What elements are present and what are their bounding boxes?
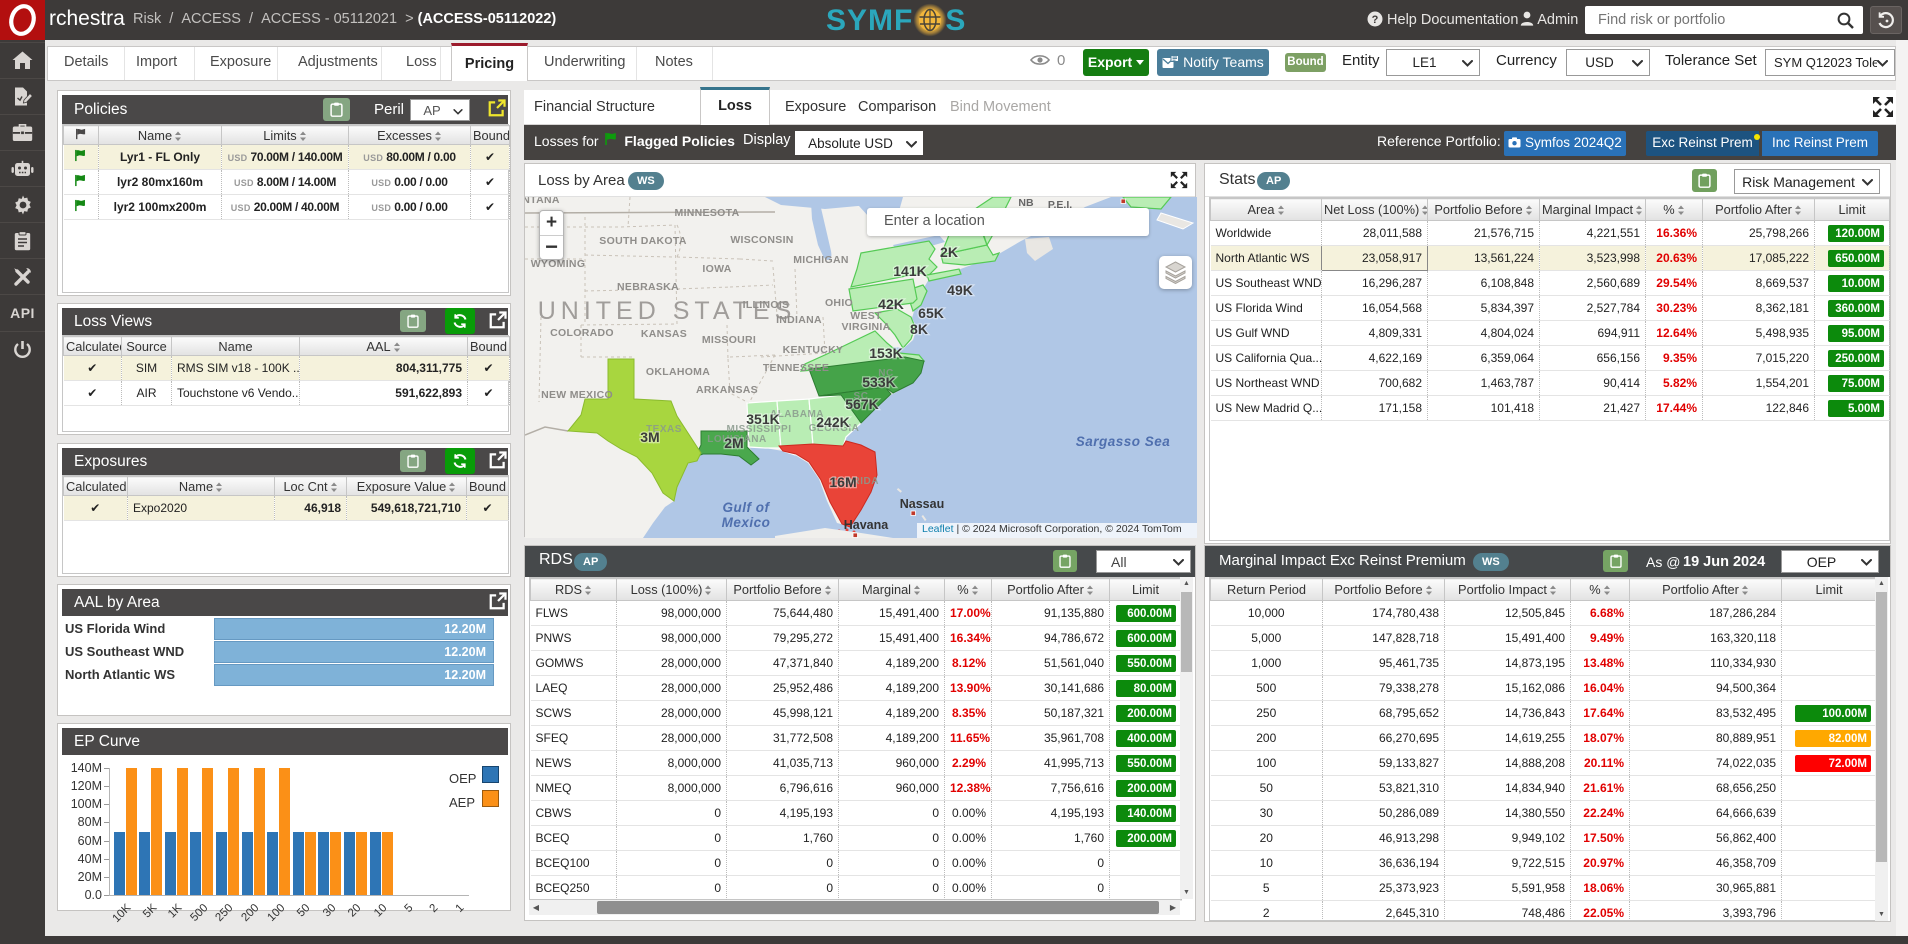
- svg-text:351K: 351K: [746, 411, 779, 427]
- svg-text:NTANA: NTANA: [525, 197, 560, 206]
- svg-text:Gulf of: Gulf of: [723, 500, 771, 515]
- svg-text:IOWA: IOWA: [702, 263, 731, 275]
- svg-text:WISCONSIN: WISCONSIN: [730, 234, 793, 246]
- svg-text:WEST: WEST: [850, 310, 882, 322]
- svg-text:567K: 567K: [845, 396, 878, 412]
- svg-text:NB: NB: [1018, 197, 1034, 209]
- svg-text:153K: 153K: [869, 345, 902, 361]
- svg-text:533K: 533K: [862, 374, 895, 390]
- svg-text:ILLINOIS: ILLINOIS: [743, 299, 790, 311]
- svg-text:GEORGIA: GEORGIA: [809, 423, 860, 434]
- svg-text:COLORADO: COLORADO: [550, 327, 614, 339]
- svg-text:VIRGINIA: VIRGINIA: [841, 321, 890, 333]
- svg-text:MINNESOTA: MINNESOTA: [675, 207, 740, 219]
- svg-text:LOUISIANA: LOUISIANA: [707, 434, 767, 445]
- svg-text:Nassau: Nassau: [900, 497, 944, 511]
- svg-text:TENNESSEE: TENNESSEE: [763, 362, 829, 374]
- svg-text:FLORIDA: FLORIDA: [831, 476, 879, 487]
- svg-text:KANSAS: KANSAS: [641, 328, 687, 340]
- svg-text:SC: SC: [854, 391, 869, 402]
- svg-text:NEBRASKA: NEBRASKA: [617, 281, 679, 293]
- svg-text:242K: 242K: [816, 414, 849, 430]
- svg-text:2K: 2K: [940, 244, 958, 260]
- svg-text:OHIO: OHIO: [825, 297, 853, 309]
- svg-text:Mexico: Mexico: [722, 515, 771, 530]
- svg-text:16M: 16M: [829, 474, 856, 490]
- svg-text:MICHIGAN: MICHIGAN: [793, 254, 848, 266]
- svg-text:ARKANSAS: ARKANSAS: [696, 384, 758, 396]
- svg-text:ALABAMA: ALABAMA: [770, 409, 824, 420]
- svg-text:Sargasso Sea: Sargasso Sea: [1076, 434, 1171, 449]
- svg-text:65K: 65K: [918, 305, 944, 321]
- svg-text:2M: 2M: [724, 435, 743, 451]
- svg-text:WYOMING: WYOMING: [531, 258, 586, 270]
- svg-text:8K: 8K: [910, 321, 928, 337]
- svg-text:NEW MEXICO: NEW MEXICO: [541, 389, 613, 401]
- svg-text:?: ?: [1372, 14, 1379, 26]
- svg-text:42K: 42K: [878, 296, 904, 312]
- svg-text:SOUTH DAKOTA: SOUTH DAKOTA: [599, 235, 687, 247]
- svg-text:141K: 141K: [893, 263, 926, 279]
- svg-text:NC: NC: [878, 368, 893, 379]
- svg-text:UNITED STATES: UNITED STATES: [538, 297, 797, 325]
- svg-text:Havana: Havana: [844, 518, 890, 532]
- svg-text:KENTUCKY: KENTUCKY: [783, 344, 844, 356]
- svg-text:MISSOURI: MISSOURI: [702, 334, 756, 346]
- svg-text:49K: 49K: [947, 282, 973, 298]
- svg-text:TEXAS: TEXAS: [646, 424, 682, 435]
- svg-text:3M: 3M: [640, 429, 659, 445]
- svg-text:MISSISSIPPI: MISSISSIPPI: [727, 424, 792, 435]
- svg-text:OKLAHOMA: OKLAHOMA: [646, 366, 710, 378]
- svg-text:INDIANA: INDIANA: [776, 314, 822, 326]
